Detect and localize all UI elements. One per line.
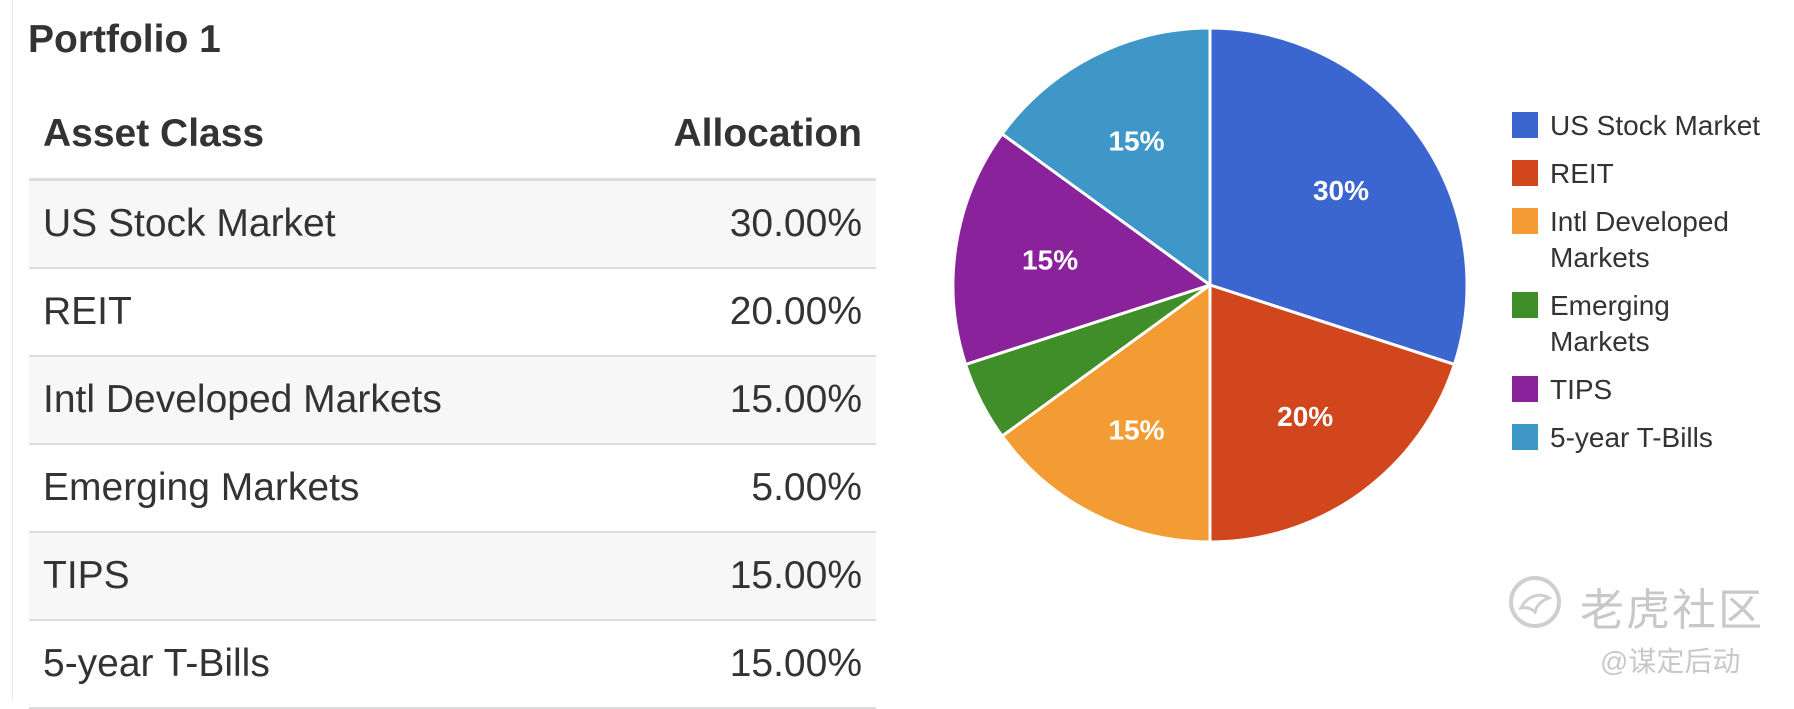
- legend-label: 5-year T-Bills: [1550, 422, 1713, 453]
- asset-class-cell: Intl Developed Markets: [29, 356, 591, 445]
- table-row: 5-year T-Bills 15.00%: [29, 620, 876, 709]
- pie-slice-reit: [1208, 282, 1457, 544]
- legend-swatch: [1512, 208, 1538, 234]
- legend-swatch: [1512, 292, 1538, 318]
- watermark-handle: @谋定后动: [1600, 646, 1741, 677]
- table-row: Emerging Markets 5.00%: [29, 444, 876, 533]
- allocation-cell: 15.00%: [590, 620, 876, 709]
- pie-slice-label: 15%: [1108, 414, 1164, 445]
- pie-slice-label: 15%: [1108, 126, 1164, 157]
- legend-label: US Stock Market: [1550, 110, 1761, 141]
- allocation-cell: 15.00%: [590, 532, 876, 621]
- header-asset-class: Asset Class: [29, 90, 591, 181]
- pie-slice-intl-developed-markets: [999, 282, 1212, 544]
- legend-label: Intl Developed: [1550, 206, 1730, 237]
- asset-class-cell: US Stock Market: [29, 179, 591, 269]
- legend-item: 5-year T-Bills: [1512, 420, 1794, 456]
- asset-class-cell: TIPS: [29, 532, 591, 621]
- tiger-logo-icon: [1509, 576, 1561, 628]
- pie-slice-tips: [951, 131, 1214, 367]
- legend-label: TIPS: [1550, 374, 1613, 405]
- asset-class-cell: 5-year T-Bills: [29, 620, 591, 709]
- legend-item: TIPS: [1512, 372, 1794, 408]
- legend-swatch: [1512, 376, 1538, 402]
- allocation-cell: 15.00%: [590, 356, 876, 445]
- pie-slice-label: 20%: [1277, 401, 1333, 432]
- allocation-cell: 30.00%: [590, 179, 876, 269]
- allocation-cell: 20.00%: [590, 268, 876, 357]
- table-header-row: Asset Class Allocation: [29, 90, 876, 181]
- table-row: US Stock Market 30.00%: [29, 179, 876, 269]
- asset-class-cell: REIT: [29, 268, 591, 357]
- pie-slice-us-stock-market: [1208, 26, 1469, 367]
- legend-label: REIT: [1550, 158, 1614, 189]
- pie-slice-label: 30%: [1313, 175, 1369, 206]
- pie-slice-5-year-t-bills: [999, 26, 1212, 288]
- asset-class-cell: Emerging Markets: [29, 444, 591, 533]
- legend-item: Intl Developed Markets: [1512, 204, 1794, 276]
- legend-swatch: [1512, 112, 1538, 138]
- header-allocation: Allocation: [590, 90, 876, 181]
- legend-label: Emerging: [1550, 290, 1670, 321]
- allocation-pie-chart: 30% 20% 15% 15% 15%: [951, 26, 1469, 544]
- legend-item: US Stock Market: [1512, 108, 1794, 144]
- watermark-brand: 老虎社区: [1580, 586, 1764, 635]
- left-divider: [12, 0, 13, 700]
- legend-item: REIT: [1512, 156, 1794, 192]
- table-row: Intl Developed Markets 15.00%: [29, 356, 876, 445]
- pie-legend: US Stock Market REIT Intl Developed Markets…: [1512, 108, 1794, 468]
- allocation-table: Asset Class Allocation US Stock Market 3…: [29, 90, 876, 709]
- legend-swatch: [1512, 424, 1538, 450]
- portfolio-title: Portfolio 1: [28, 18, 221, 61]
- allocation-cell: 5.00%: [590, 444, 876, 533]
- legend-label: Markets: [1550, 242, 1650, 273]
- legend-item: Emerging Markets: [1512, 288, 1794, 360]
- legend-label: Markets: [1550, 326, 1650, 357]
- pie-slice-label: 15%: [1022, 245, 1078, 276]
- legend-swatch: [1512, 160, 1538, 186]
- table-row: TIPS 15.00%: [29, 532, 876, 621]
- table-row: REIT 20.00%: [29, 268, 876, 357]
